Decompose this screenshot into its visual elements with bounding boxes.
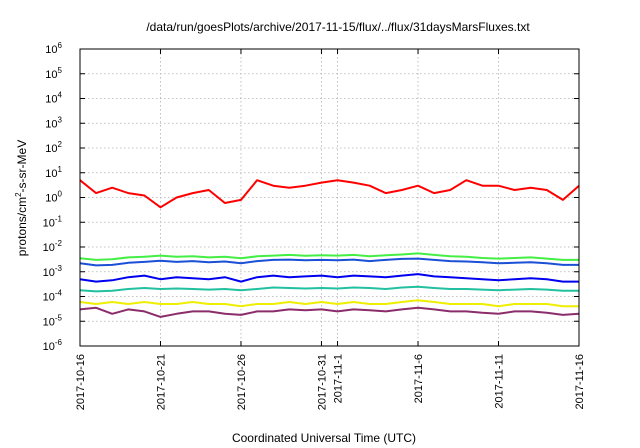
y-tick-label: 10-5 [43,313,63,328]
x-tick-label: 2017-10-21 [155,354,167,410]
series-line [79,252,579,261]
y-axis-label-a: protons/cm [15,197,29,256]
series-group [79,179,580,318]
y-tick-label: 100 [45,190,62,205]
y-axis-label: protons/cm2-s-sr-MeV [14,140,29,256]
y-tick-label: 10-1 [43,214,63,229]
y-tick-label: 10-6 [43,338,63,353]
y-tick-label: 101 [45,165,62,180]
y-axis-label-b: -s-sr-MeV [15,140,29,193]
x-tick-label: 2017-11-11 [494,354,506,409]
x-tick-label: 2017-10-16 [75,354,87,410]
chart-title: /data/run/goesPlots/archive/2017-11-15/f… [146,20,530,34]
y-axis-label-sup: 2 [14,192,23,197]
grid [80,49,579,346]
y-tick-label: 104 [45,91,62,106]
series-line [79,306,580,318]
series-line [79,179,580,209]
x-tick-label: 2017-11-1 [333,354,345,403]
x-tick-label: 2017-10-31 [316,354,328,410]
y-axis: 10-6 10-5 10-4 10-3 10-2 10-1 100 101 102 103 104 1… [43,41,579,353]
y-tick-label: 102 [45,140,62,155]
x-axis: 2017-10-16 2017-10-21 2017-10-26 2017-10-31… [75,49,586,410]
y-tick-label: 10-4 [43,289,63,304]
x-tick-label: 2017-10-26 [236,354,248,410]
x-tick-label: 2017-11-16 [574,354,586,409]
x-axis-label: Coordinated Universal Time (UTC) [232,431,416,445]
series-line [79,299,579,308]
y-tick-label: 10-2 [43,239,63,254]
series-line [79,285,579,293]
y-tick-label: 10-3 [43,264,63,279]
x-tick-label: 2017-11-6 [413,354,425,403]
y-tick-label: 105 [45,66,62,81]
series-line [79,273,579,283]
series-line [79,257,579,267]
y-tick-label: 103 [45,115,62,130]
y-tick-label: 106 [45,41,62,56]
